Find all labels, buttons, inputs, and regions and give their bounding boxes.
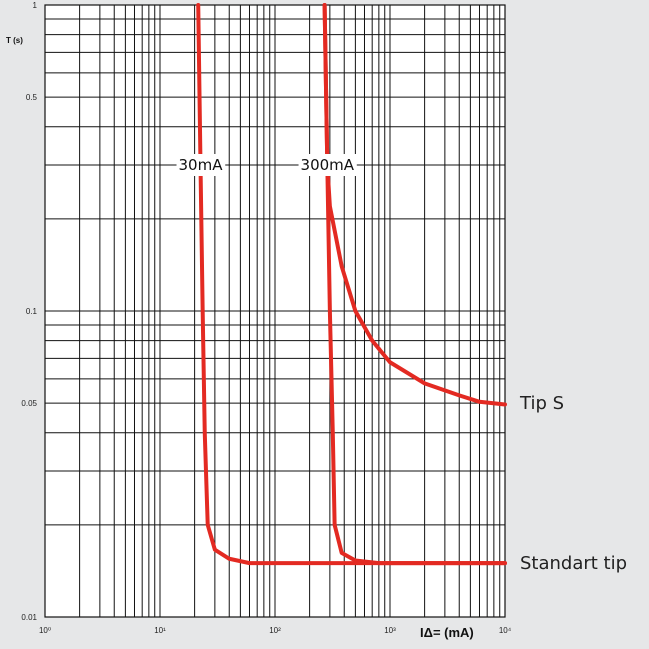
annotation-box	[176, 154, 226, 177]
y-tick-label: 0.05	[21, 399, 37, 408]
annotation-label: 300mA	[301, 156, 355, 174]
grid	[44, 4, 506, 618]
curve-annotation: 300mA	[298, 154, 357, 177]
x-tick-label: 10³	[384, 626, 396, 635]
annotation-box	[298, 154, 357, 177]
x-tick-label: 10²	[269, 626, 281, 635]
x-tick-label: 10¹	[154, 626, 166, 635]
y-tick-label: 0.01	[21, 613, 37, 622]
y-axis-label: T (s)	[6, 36, 23, 45]
annotations: 30mA 300mA Tip S Standart tip	[176, 154, 627, 574]
plot-frame	[44, 4, 506, 618]
series-line-3	[322, 3, 507, 407]
tick-labels: 10⁰ 10¹ 10² 10³ 10⁴ 1 0.5 0.1 0.05 0.01	[21, 1, 511, 635]
curve-annotation: 30mA	[176, 154, 226, 177]
curve-type-label: Standart tip	[520, 553, 627, 574]
x-tick-label: 10⁴	[499, 626, 512, 635]
series-line-2	[322, 3, 507, 566]
series-line-1	[196, 3, 507, 566]
curve-type-label: Tip S	[519, 393, 564, 414]
annotation-label: 30mA	[179, 156, 224, 174]
x-tick-label: 10⁰	[39, 626, 51, 635]
y-tick-label: 1	[33, 1, 38, 10]
y-tick-label: 0.1	[26, 307, 38, 316]
x-axis-label: IΔ= (mA)	[420, 625, 474, 640]
y-tick-label: 0.5	[26, 93, 38, 102]
series-group	[196, 3, 507, 566]
